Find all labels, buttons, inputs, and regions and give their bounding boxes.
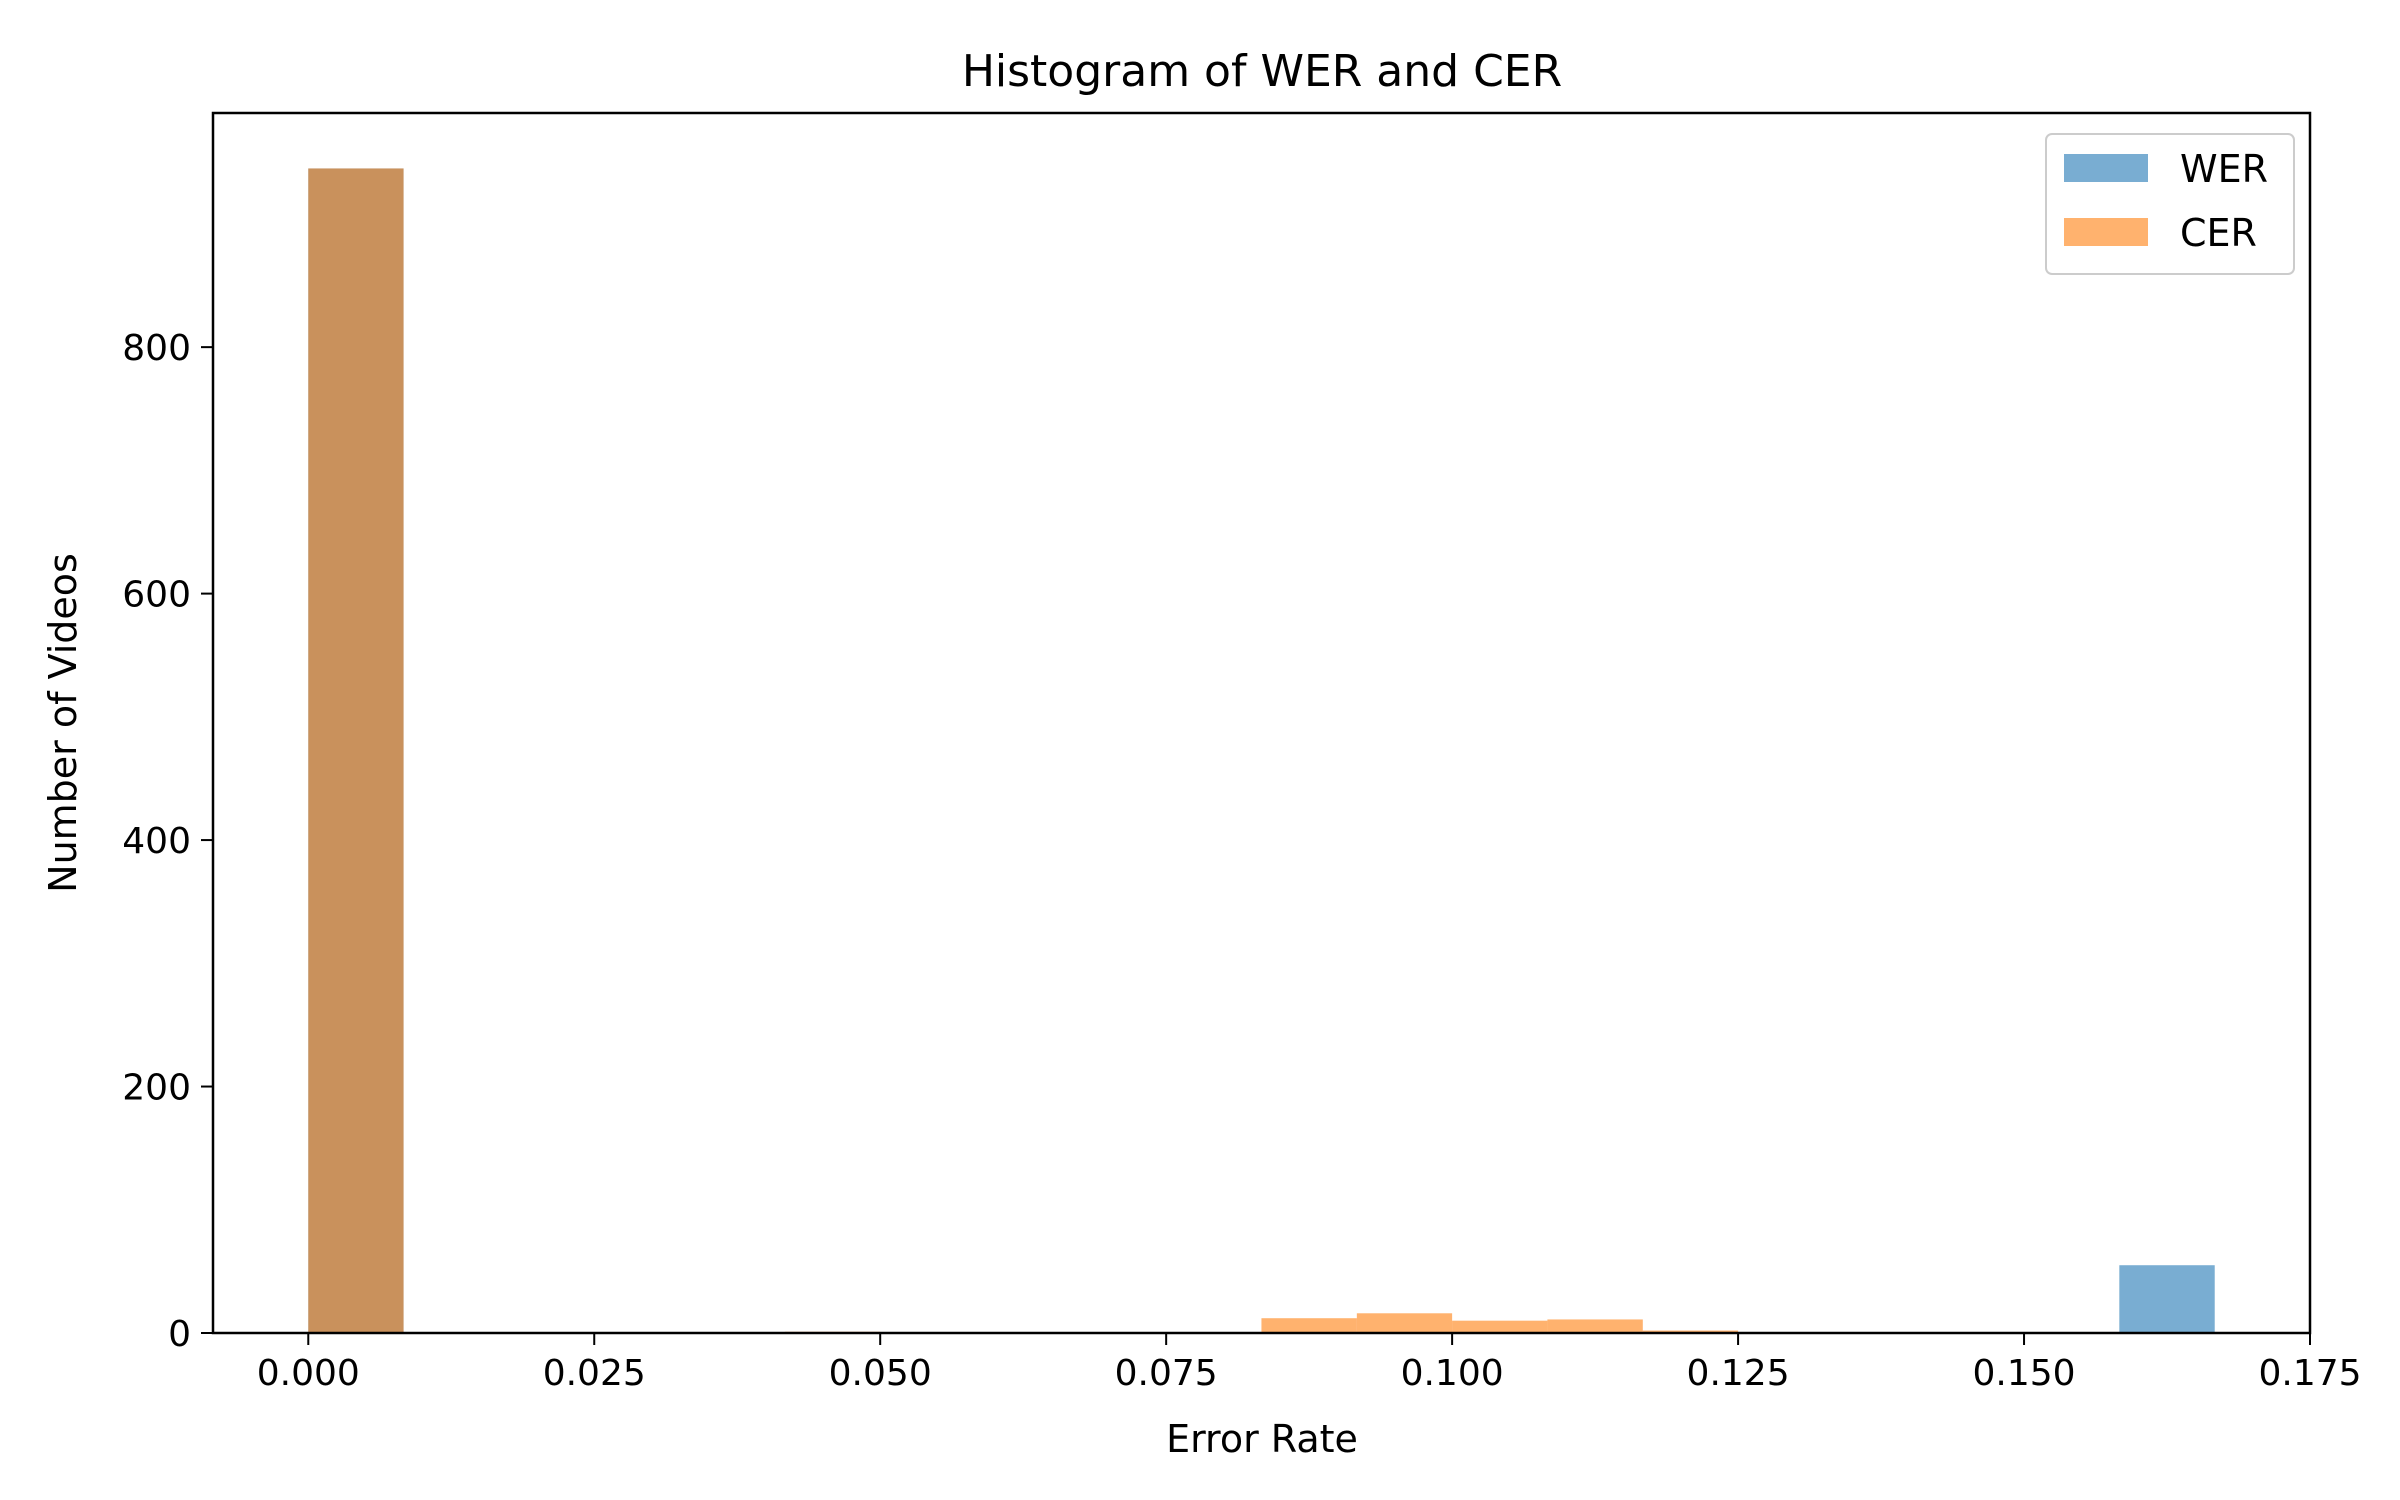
x-axis-label: Error Rate	[1166, 1417, 1358, 1461]
bar-cer-2	[1261, 1318, 1357, 1333]
x-tick-label: 0.125	[1687, 1353, 1790, 1394]
plot-frame	[211, 111, 2312, 1335]
y-axis-ticks: 0 200 400 600 800	[122, 328, 213, 1355]
y-tick-label: 800	[122, 328, 191, 369]
y-tick-label: 0	[168, 1314, 191, 1355]
legend-swatch-wer	[2064, 154, 2148, 182]
legend: WER CER	[2045, 133, 2295, 275]
x-axis-ticks: 0.000 0.025 0.050 0.075 0.100 0.125 0.150 0.175	[257, 1333, 2362, 1394]
legend-label-wer: WER	[2180, 147, 2268, 191]
plot-area	[308, 168, 2215, 1333]
bar-cer-5	[1547, 1319, 1643, 1333]
y-axis-label: Number of Videos	[41, 553, 85, 893]
x-tick-label: 0.075	[1115, 1353, 1218, 1394]
x-tick-label: 0.050	[829, 1353, 932, 1394]
x-tick-label: 0.150	[1973, 1353, 2076, 1394]
y-tick-label: 400	[122, 821, 191, 862]
y-tick-label: 200	[122, 1068, 191, 1109]
x-tick-label: 0.025	[543, 1353, 646, 1394]
y-tick-label: 600	[122, 575, 191, 616]
x-tick-label: 0.100	[1401, 1353, 1504, 1394]
bar-cer-4	[1452, 1320, 1548, 1333]
bar-cer-3	[1356, 1313, 1453, 1333]
x-tick-label: 0.175	[2258, 1353, 2361, 1394]
legend-swatch-cer	[2064, 218, 2148, 246]
bar-wer-1	[2119, 1265, 2215, 1333]
chart-title: Histogram of WER and CER	[962, 46, 1562, 97]
bar-cer-0	[308, 168, 404, 1333]
legend-label-cer: CER	[2180, 211, 2257, 255]
x-tick-label: 0.000	[257, 1353, 360, 1394]
